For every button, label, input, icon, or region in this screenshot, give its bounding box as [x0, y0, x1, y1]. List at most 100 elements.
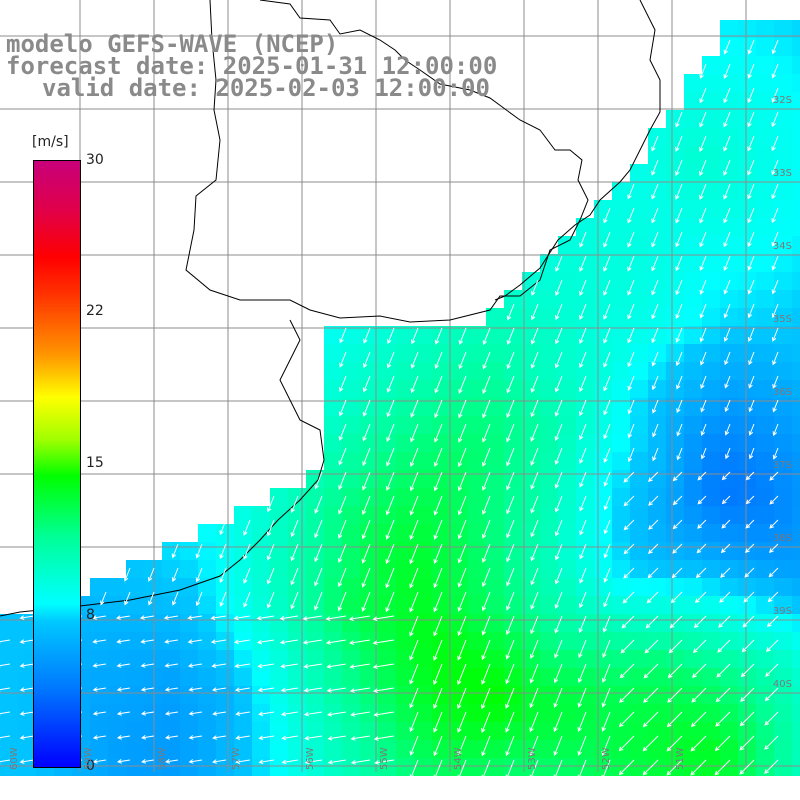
- wind-cell: [666, 434, 684, 452]
- wind-cell: [558, 542, 576, 560]
- wind-cell: [648, 686, 666, 704]
- wind-cell: [684, 488, 702, 506]
- wind-arrow: [337, 519, 347, 539]
- wind-cell: [702, 236, 720, 254]
- coastline-east: [494, 0, 661, 301]
- wind-cell: [558, 740, 576, 758]
- wind-arrow: [433, 591, 443, 613]
- wind-cell: [252, 614, 270, 632]
- wind-cell: [576, 398, 594, 416]
- wind-cell: [0, 650, 18, 668]
- wind-cell: [792, 200, 800, 218]
- wind-cell: [396, 524, 414, 542]
- wind-cell: [576, 704, 594, 722]
- wind-arrow: [743, 591, 755, 603]
- longitude-label: 56W: [305, 747, 316, 770]
- wind-cell: [252, 596, 270, 614]
- wind-cell: [558, 560, 576, 578]
- wind-arrow: [620, 639, 635, 654]
- wind-cell: [0, 758, 18, 776]
- wind-cell: [630, 650, 648, 668]
- wind-cell: [486, 740, 504, 758]
- wind-arrow: [234, 663, 251, 669]
- wind-cell: [756, 344, 774, 362]
- wind-cell: [486, 362, 504, 380]
- wind-cell: [702, 110, 720, 128]
- wind-arrow: [506, 519, 515, 539]
- wind-arrow: [115, 615, 131, 620]
- wind-cell: [792, 380, 800, 398]
- wind-cell: [360, 704, 378, 722]
- wind-arrow: [627, 303, 635, 320]
- wind-cell: [792, 362, 800, 380]
- wind-arrow: [772, 447, 779, 460]
- wind-arrow: [506, 303, 515, 321]
- wind-cell: [396, 362, 414, 380]
- wind-arrow: [619, 687, 635, 703]
- wind-cell: [666, 254, 684, 272]
- wind-cell: [414, 578, 432, 596]
- wind-cell: [378, 506, 396, 524]
- wind-cell: [792, 56, 800, 74]
- wind-cell: [630, 506, 648, 524]
- wind-cell: [756, 398, 774, 416]
- wind-cell: [720, 344, 738, 362]
- wind-cell: [666, 650, 684, 668]
- wind-cell: [504, 632, 522, 650]
- wind-arrow: [765, 663, 779, 677]
- wind-arrow: [577, 759, 587, 780]
- wind-cell: [486, 668, 504, 686]
- wind-arrow: [326, 687, 347, 693]
- wind-arrow: [434, 327, 443, 345]
- wind-arrow: [458, 399, 467, 419]
- wind-cell: [774, 668, 792, 686]
- wind-arrow: [290, 495, 299, 514]
- wind-arrow: [409, 471, 419, 492]
- wind-arrow: [409, 687, 419, 709]
- wind-cell: [612, 326, 630, 344]
- wind-cell: [702, 668, 720, 686]
- wind-arrow: [699, 135, 707, 152]
- wind-arrow: [530, 423, 539, 442]
- wind-cell: [612, 686, 630, 704]
- wind-arrow: [433, 567, 443, 589]
- wind-cell: [432, 704, 450, 722]
- longitude-label: 58W: [157, 747, 168, 770]
- wind-arrow: [457, 687, 467, 710]
- wind-cell: [198, 668, 216, 686]
- wind-cell: [576, 560, 594, 578]
- wind-arrow: [339, 351, 347, 368]
- wind-cell: [558, 506, 576, 524]
- wind-cell: [756, 290, 774, 308]
- wind-cell: [414, 740, 432, 758]
- wind-cell: [792, 542, 800, 560]
- wind-arrow: [0, 735, 11, 740]
- wind-cell: [126, 686, 144, 704]
- wind-cell: [234, 506, 252, 524]
- wind-cell: [648, 344, 666, 362]
- wind-arrow: [233, 615, 251, 621]
- wind-arrow: [714, 735, 731, 752]
- wind-cell: [792, 254, 800, 272]
- wind-cell: [612, 452, 630, 470]
- wind-cell: [702, 740, 720, 758]
- wind-cell: [792, 74, 800, 92]
- wind-cell: [720, 596, 738, 614]
- wind-arrow: [457, 567, 467, 588]
- wind-cell: [792, 20, 800, 38]
- wind-cell: [540, 722, 558, 740]
- wind-cell: [702, 362, 720, 380]
- wind-arrow: [19, 663, 35, 668]
- wind-cell: [792, 686, 800, 704]
- wind-cell: [504, 542, 522, 560]
- wind-cell: [378, 668, 396, 686]
- wind-arrow: [211, 759, 227, 764]
- wind-arrow: [578, 399, 587, 417]
- wind-arrow: [457, 447, 467, 468]
- wind-cell: [396, 434, 414, 452]
- wind-cell: [774, 92, 792, 110]
- wind-cell: [648, 416, 666, 434]
- wind-arrow: [188, 711, 203, 716]
- wind-cell: [666, 110, 684, 128]
- wind-cell: [576, 686, 594, 704]
